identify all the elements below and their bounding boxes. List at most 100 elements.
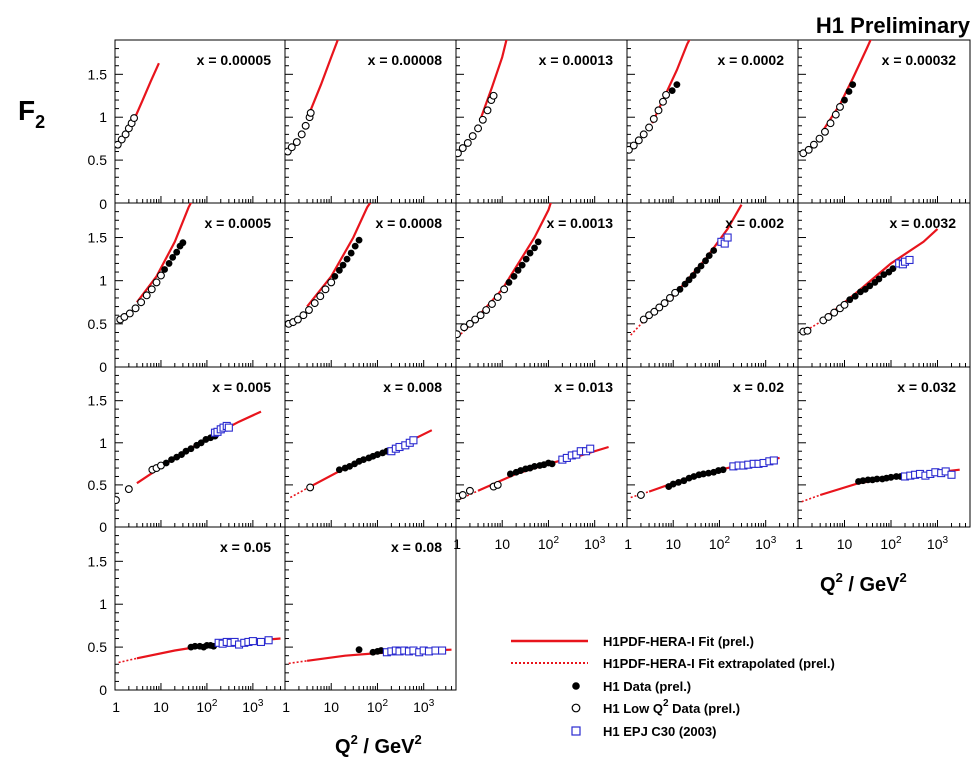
lowq2-point [458,491,467,499]
panel-x-label: x = 0.00008 [368,52,443,68]
lowq2-point [121,130,130,139]
panel-plot-area [456,40,508,158]
h1-point [548,460,556,468]
lowq2-point [152,278,161,287]
fit-curve [469,203,552,327]
lowq2-point [645,123,654,132]
h1-point [705,469,712,477]
fit-extrapolated-curve [809,321,821,329]
epj-point [586,444,595,453]
legend-fit-extrap-label: H1PDF-HERA-I Fit extrapolated (prel.) [603,656,835,671]
legend-lowq2-label: H1 Low Q2 Data (prel.) [603,698,740,716]
y-tick-label: 1.5 [88,66,108,82]
lowq2-point [500,285,509,294]
y-tick-label: 1 [99,109,107,125]
x-tick-label: 103 [755,535,777,552]
h1-point [526,249,534,257]
panel-plot-area [801,467,960,503]
lowq2-point [655,303,664,312]
panel-x-label: x = 0.00013 [539,52,614,68]
panel: x = 0.0008 [284,202,457,368]
epj-point [264,636,273,645]
lowq2-point [476,311,485,320]
lowq2-point [649,114,658,123]
lowq2-point [293,315,302,324]
legend-h1-label: H1 Data (prel.) [603,679,691,694]
lowq2-point [301,121,310,130]
lowq2-point [836,102,844,111]
panel-plot-area [116,203,193,324]
y-tick-label: 0 [99,359,107,375]
panel-x-label: x = 0.032 [897,379,956,395]
lowq2-point [131,304,140,313]
h1-point [719,466,727,474]
lowq2-point [306,108,315,117]
panel-x-label: x = 0.0032 [889,215,956,231]
h1-point [534,238,542,246]
h1-point [351,242,359,250]
epj-point [431,646,440,655]
h1-point [161,266,168,273]
panel: x = 0.00005 [114,39,286,204]
lowq2-point [157,271,165,280]
fit-curve [822,40,872,131]
panel: x = 0.0002 [626,39,799,204]
h1-point [849,81,857,89]
lowq2-point [831,110,840,119]
lowq2-point [824,312,833,321]
h1-point [355,236,363,244]
lowq2-point [120,312,129,321]
lowq2-point [650,307,659,316]
epj-point [905,255,914,265]
x-tick-label: 102 [196,698,218,715]
h1-point [505,279,513,286]
x-tick-label: 10 [323,699,339,715]
h1-point [676,285,684,293]
h1-point [506,470,514,478]
panel: x = 0.05 [114,526,286,691]
fit-extrapolated-curve [289,487,308,499]
lowq2-point [456,149,462,158]
legend-epj-label: H1 EPJ C30 (2003) [603,724,716,739]
panel-plot-area [285,40,339,156]
x-tick-label: 102 [367,698,389,715]
lowq2-point [465,486,474,495]
h1-point [673,81,681,89]
h1-point [522,255,530,263]
panel-x-label: x = 0.02 [733,379,784,395]
h1-point [173,248,181,256]
panel-x-label: x = 0.00032 [882,52,957,68]
lowq2-point [636,491,645,499]
epj-point [769,456,778,465]
y-tick-label: 0.5 [88,152,108,168]
h1-point [343,255,351,263]
lowq2-point [803,326,812,335]
h1-point [510,272,518,280]
panel: x = 0.032 [797,366,971,528]
lowq2-point [321,285,330,294]
h1-point [668,87,676,95]
h1-point [335,466,343,474]
lowq2-point [130,114,139,123]
lowq2-point [471,315,480,324]
h1-point [162,459,170,467]
x-tick-label: 10 [494,536,510,552]
panel-plot-area [456,444,609,501]
lowq2-point [115,496,120,505]
panel-plot-area [630,456,780,499]
lowq2-point [671,288,680,297]
lowq2-point [458,144,467,153]
x-axis-label-bottom: Q2 / GeV2 [335,732,422,758]
y-tick-label: 0 [99,196,107,212]
lowq2-point [639,315,648,324]
panel-x-label: x = 0.00005 [197,52,272,68]
lowq2-point [137,298,146,307]
lowq2-point [488,300,496,308]
h1-point [179,239,187,247]
h1-point [846,296,854,304]
lowq2-point [489,91,498,100]
fit-extrapolated-curve [801,494,821,503]
lowq2-point [660,299,669,308]
lowq2-point [468,132,477,141]
